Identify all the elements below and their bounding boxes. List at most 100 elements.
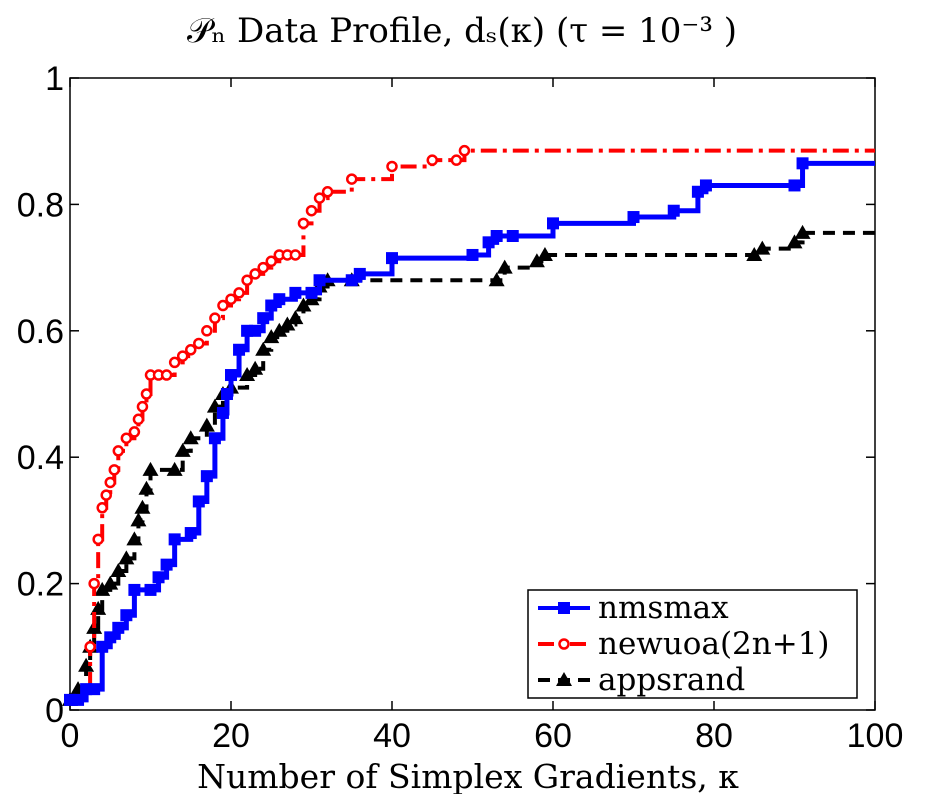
x-tick-label: 80 — [695, 717, 733, 755]
series-0-point — [220, 388, 233, 400]
series-0-point — [257, 312, 270, 325]
axes: 0 20 40 60 80 100 0 0.2 0.4 0.6 0.8 1 — [17, 60, 904, 755]
series-1 — [64, 144, 875, 706]
series-1-point — [128, 426, 141, 438]
series-2-point — [182, 430, 199, 445]
series-0-point — [627, 211, 640, 224]
series-2-point — [746, 246, 763, 261]
series-0-point — [184, 527, 197, 540]
series-0-point — [128, 583, 141, 596]
series-0-point — [547, 217, 559, 230]
series-1-point — [176, 350, 189, 362]
series-1-point — [168, 356, 181, 369]
series-1-point — [257, 261, 269, 274]
series-1-point — [313, 192, 326, 204]
series-1-point — [297, 217, 310, 230]
series-2-point — [166, 461, 183, 476]
series-1-point — [112, 445, 125, 457]
series-1-point — [84, 641, 96, 653]
series-2-point — [488, 272, 505, 287]
legend-label-1: newuoa(2n+1) — [598, 626, 830, 662]
series-1-point — [185, 344, 197, 356]
y-tick-label: 0.6 — [17, 313, 64, 351]
series-2-point — [90, 600, 107, 615]
series-2-point — [536, 246, 553, 261]
series-1-point — [305, 204, 318, 217]
series-2-point — [110, 562, 127, 577]
x-tick-label: 40 — [373, 717, 411, 755]
series-2-point — [138, 480, 155, 495]
series-2-point — [174, 442, 191, 457]
series-2-point — [94, 581, 111, 596]
x-tick-label: 0 — [61, 717, 80, 755]
series-2-point — [78, 657, 95, 672]
series-0-point — [305, 286, 318, 299]
legend-marker-2 — [556, 672, 572, 686]
series-2-point — [794, 224, 811, 239]
series-1-point — [426, 154, 438, 166]
series-1-point — [321, 186, 334, 198]
series-2-point — [142, 461, 159, 476]
series-2-point — [102, 575, 119, 590]
series-1-point — [450, 154, 463, 166]
series-2-point — [279, 316, 296, 331]
series-0-point — [667, 204, 680, 217]
series-1-point — [92, 533, 104, 546]
series-1-point — [289, 249, 302, 261]
series-2-point — [295, 297, 312, 312]
series-2-point — [754, 240, 771, 255]
series-2-point — [786, 234, 803, 249]
series-0-point — [72, 693, 85, 706]
x-tick-label: 60 — [534, 717, 572, 755]
legend-label-0: nmsmax — [598, 590, 729, 626]
legend-marker-0 — [558, 602, 570, 614]
series-1-point — [88, 577, 100, 590]
series-0-point — [386, 252, 398, 265]
series-0-point — [192, 495, 205, 508]
series-1-point — [104, 476, 116, 489]
series-line-0 — [70, 160, 875, 703]
series-1-point — [136, 400, 149, 413]
series-0-point — [152, 571, 165, 584]
series-1-point — [233, 287, 245, 299]
series-1-point — [386, 160, 398, 173]
series-0-point — [699, 179, 712, 192]
series-1-point — [346, 173, 358, 185]
series-1-point — [241, 274, 253, 286]
series-0-point — [353, 267, 366, 280]
y-tick-label: 1 — [45, 60, 64, 98]
series-1-point — [132, 413, 145, 426]
series-0-point — [788, 179, 801, 192]
series-0 — [64, 157, 875, 706]
series-0-point — [120, 609, 133, 622]
series-1-point — [100, 489, 112, 501]
series-2-point — [239, 367, 256, 382]
series-2-point — [263, 329, 280, 344]
series-0-point — [289, 286, 302, 299]
series-1-point — [225, 293, 237, 305]
series-1-point — [193, 337, 205, 350]
series-1-point — [120, 432, 133, 444]
series-2-point — [287, 310, 304, 325]
series-0-point — [490, 230, 503, 242]
chart-title: 𝒫ₙ Data Profile, dₛ(κ) (τ = 10⁻³ ) — [187, 11, 737, 51]
series-2-point — [255, 341, 272, 356]
series-2-point — [496, 259, 513, 274]
series-0-point — [200, 470, 213, 483]
series-1-point — [96, 502, 108, 514]
series-0-point — [233, 343, 246, 356]
legend-label-2: appsrand — [598, 662, 745, 698]
y-tick-label: 0.2 — [17, 566, 64, 604]
legend-marker-1 — [558, 638, 570, 650]
series-0-point — [160, 558, 173, 571]
series-1-point — [217, 299, 229, 312]
series-1-point — [458, 144, 471, 157]
series-1-point — [209, 312, 221, 324]
series-0-point — [506, 230, 519, 242]
series-0-point — [249, 324, 262, 337]
series-1-point — [249, 268, 261, 280]
plot-frame — [69, 77, 876, 711]
series-0-point — [88, 683, 101, 696]
